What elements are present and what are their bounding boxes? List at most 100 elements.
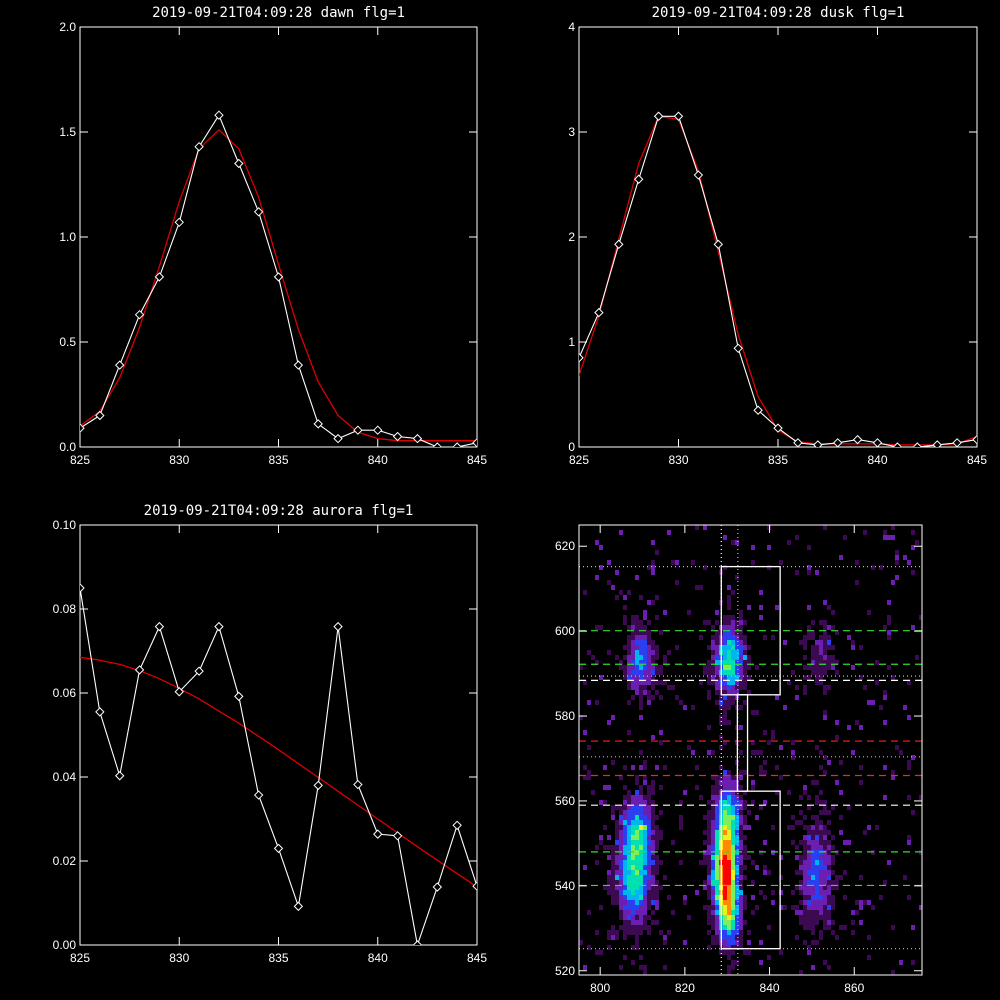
heatmap-cell — [615, 885, 619, 890]
heatmap-cell — [583, 730, 587, 735]
heatmap-cell — [731, 945, 735, 950]
heatmap-cell — [731, 880, 735, 885]
heatmap-cell — [823, 825, 827, 830]
heatmap-cell — [647, 565, 651, 570]
heatmap-cell — [639, 665, 643, 670]
heatmap-cell — [695, 765, 699, 770]
heatmap-cell — [727, 790, 731, 795]
heatmap-cell — [631, 805, 635, 810]
heatmap-cell — [807, 805, 811, 810]
heatmap-cell — [635, 875, 639, 880]
heatmap-cell — [827, 685, 831, 690]
heatmap-cell — [607, 870, 611, 875]
heatmap-cell — [715, 780, 719, 785]
heatmap-cell — [907, 795, 911, 800]
heatmap-cell — [627, 660, 631, 665]
heatmap-cell — [811, 635, 815, 640]
heatmap-cell — [831, 625, 835, 630]
heatmap-cell — [627, 885, 631, 890]
heatmap-cell — [715, 860, 719, 865]
heatmap-cell — [679, 860, 683, 865]
heatmap-cell — [815, 640, 819, 645]
heatmap-cell — [883, 625, 887, 630]
heatmap-cell — [619, 965, 623, 970]
heatmap-cell — [607, 785, 611, 790]
heatmap-cell — [731, 875, 735, 880]
heatmap-cell — [779, 890, 783, 895]
y-tick-label: 0.04 — [53, 770, 77, 784]
heatmap-cell — [771, 850, 775, 855]
heatmap-cell — [615, 845, 619, 850]
heatmap-cell — [831, 920, 835, 925]
heatmap-cell — [759, 605, 763, 610]
heatmap-cell — [735, 840, 739, 845]
heatmap-cell — [727, 695, 731, 700]
heatmap-cell — [699, 795, 703, 800]
heatmap-cell — [823, 655, 827, 660]
heatmap-cell — [827, 875, 831, 880]
heatmap-cell — [587, 910, 591, 915]
heatmap-cell — [627, 910, 631, 915]
heatmap-cell — [851, 920, 855, 925]
heatmap-cell — [739, 775, 743, 780]
heatmap-cell — [827, 665, 831, 670]
heatmap-cell — [723, 700, 727, 705]
heatmap-cell — [587, 775, 591, 780]
heatmap-cell — [727, 885, 731, 890]
heatmap-cell — [735, 655, 739, 660]
heatmap-cell — [735, 845, 739, 850]
heatmap-cell — [887, 535, 891, 540]
heatmap-cell — [739, 795, 743, 800]
heatmap-cell — [647, 650, 651, 655]
heatmap-cell — [651, 855, 655, 860]
heatmap-cell — [639, 680, 643, 685]
heatmap-cell — [723, 705, 727, 710]
heatmap-cell — [731, 665, 735, 670]
heatmap-cell — [731, 885, 735, 890]
heatmap-cell — [739, 665, 743, 670]
heatmap-cell — [715, 650, 719, 655]
heatmap-cell — [819, 825, 823, 830]
heatmap-cell — [651, 785, 655, 790]
heatmap-cell — [611, 715, 615, 720]
heatmap-cell — [883, 765, 887, 770]
heatmap-cell — [739, 800, 743, 805]
heatmap-cell — [819, 910, 823, 915]
heatmap-cell — [667, 650, 671, 655]
heatmap-cell — [723, 910, 727, 915]
data-point-marker — [234, 158, 244, 169]
heatmap-cell — [723, 630, 727, 635]
heatmap-cell — [647, 670, 651, 675]
heatmap-cell — [707, 680, 711, 685]
data-point-marker — [892, 442, 903, 447]
heatmap-cell — [623, 885, 627, 890]
heatmap-cell — [723, 740, 727, 745]
heatmap-cell — [627, 590, 631, 595]
heatmap-cell — [831, 855, 835, 860]
heatmap-cell — [827, 760, 831, 765]
heatmap-cell — [839, 790, 843, 795]
heatmap-cell — [911, 530, 915, 535]
heatmap-cell — [715, 825, 719, 830]
y-tick-label: 620 — [555, 539, 575, 553]
heatmap-cell — [587, 745, 591, 750]
heatmap-cell — [731, 660, 735, 665]
heatmap-cell — [635, 645, 639, 650]
heatmap-cell — [723, 900, 727, 905]
heatmap-cell — [715, 905, 719, 910]
heatmap-cell — [831, 660, 835, 665]
heatmap-cell — [755, 665, 759, 670]
heatmap-cell — [719, 705, 723, 710]
heatmap-cell — [707, 620, 711, 625]
heatmap-cell — [699, 585, 703, 590]
heatmap-cell — [731, 615, 735, 620]
heatmap-cell — [675, 645, 679, 650]
heatmap-cell — [807, 625, 811, 630]
dawn-panel: 825 830 835 840 8450.00.51.01.52.02019-09-21… — [59, 5, 487, 467]
heatmap-cell — [763, 870, 767, 875]
heatmap-cell — [723, 920, 727, 925]
x-tick-label: 820 — [675, 981, 695, 995]
heatmap-cell — [655, 615, 659, 620]
heatmap-cell — [631, 660, 635, 665]
heatmap-cell — [811, 645, 815, 650]
